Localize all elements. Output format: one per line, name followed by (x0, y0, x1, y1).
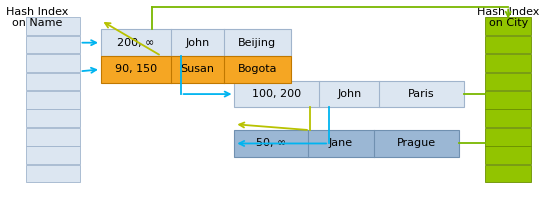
Text: Beijing: Beijing (238, 38, 276, 48)
FancyBboxPatch shape (235, 81, 464, 107)
FancyBboxPatch shape (486, 146, 531, 164)
Text: Susan: Susan (181, 64, 215, 74)
FancyBboxPatch shape (486, 73, 531, 90)
Text: John: John (337, 89, 361, 99)
Text: Paris: Paris (408, 89, 435, 99)
FancyBboxPatch shape (26, 73, 79, 90)
FancyBboxPatch shape (486, 17, 531, 35)
FancyBboxPatch shape (26, 146, 79, 164)
Text: 90, 150: 90, 150 (115, 64, 157, 74)
Text: Prague: Prague (397, 139, 436, 148)
FancyBboxPatch shape (26, 128, 79, 146)
Text: Bogota: Bogota (238, 64, 277, 74)
Text: 200, ∞: 200, ∞ (117, 38, 155, 48)
FancyBboxPatch shape (26, 91, 79, 109)
FancyBboxPatch shape (486, 165, 531, 182)
FancyBboxPatch shape (486, 91, 531, 109)
FancyBboxPatch shape (26, 165, 79, 182)
FancyBboxPatch shape (486, 54, 531, 72)
FancyBboxPatch shape (486, 128, 531, 146)
FancyBboxPatch shape (101, 56, 290, 83)
FancyBboxPatch shape (235, 130, 459, 157)
Text: Jane: Jane (329, 139, 353, 148)
FancyBboxPatch shape (486, 109, 531, 127)
Text: 100, 200: 100, 200 (253, 89, 301, 99)
Text: John: John (185, 38, 210, 48)
Text: 50, ∞: 50, ∞ (256, 139, 287, 148)
FancyBboxPatch shape (101, 29, 290, 56)
Text: Hash Index
on Name: Hash Index on Name (5, 7, 68, 28)
FancyBboxPatch shape (26, 54, 79, 72)
FancyBboxPatch shape (26, 17, 79, 35)
Text: Hash Index
on City: Hash Index on City (477, 7, 539, 28)
FancyBboxPatch shape (486, 36, 531, 53)
FancyBboxPatch shape (26, 109, 79, 127)
FancyBboxPatch shape (26, 36, 79, 53)
